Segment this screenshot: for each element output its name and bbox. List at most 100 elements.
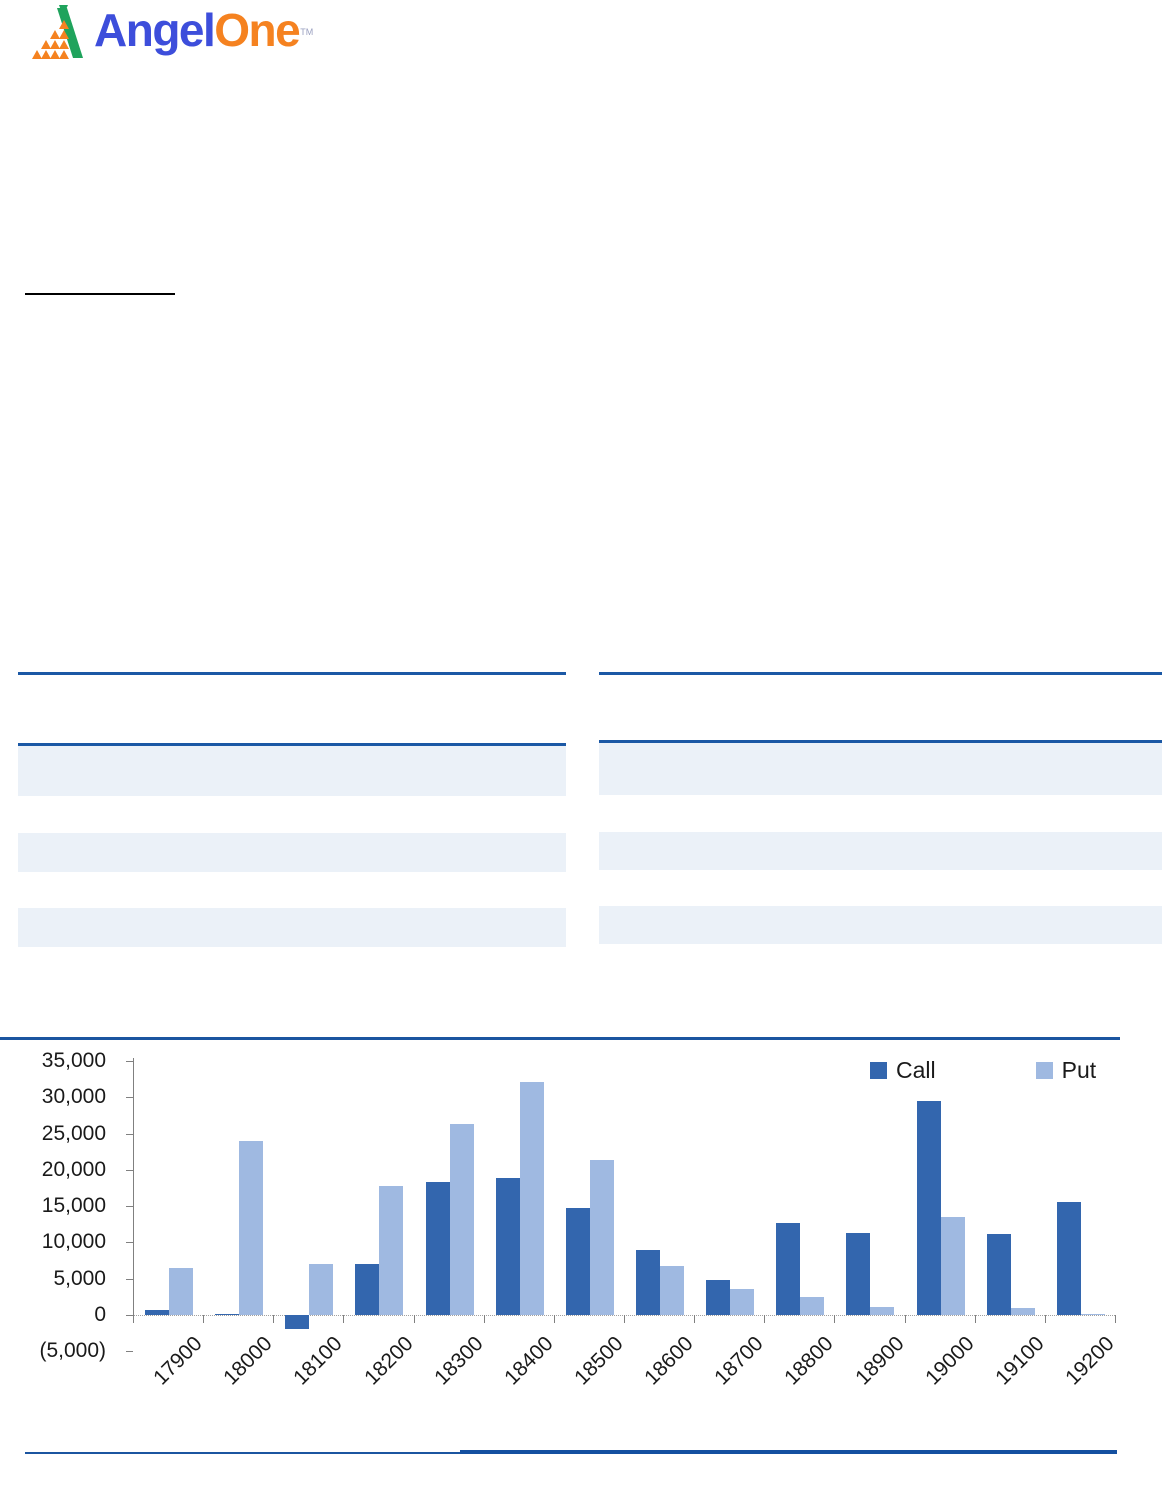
bar-call-19000 (917, 1100, 941, 1315)
bar-call-18100 (285, 1315, 309, 1329)
y-axis-tick-label: 30,000 (41, 1085, 106, 1109)
bar-call-18900 (846, 1232, 870, 1315)
y-axis-tick-mark (126, 1134, 133, 1135)
bar-call-18500 (566, 1208, 590, 1315)
bar-call-18700 (706, 1280, 730, 1315)
x-axis-tick-mark (905, 1315, 906, 1323)
bar-put-17900 (169, 1267, 193, 1315)
bar-put-18200 (379, 1185, 403, 1315)
bar-put-18800 (800, 1296, 824, 1315)
logo-trademark: TM (300, 27, 314, 37)
left-table-header-rule (18, 743, 566, 746)
y-axis-tick-label: 35,000 (41, 1048, 106, 1072)
x-axis-label-18000: 18000 (219, 1332, 277, 1390)
bar-call-19100 (987, 1233, 1011, 1315)
x-axis-label-18600: 18600 (640, 1332, 698, 1390)
x-axis-label-18800: 18800 (780, 1332, 839, 1390)
x-axis-tick-mark (1045, 1315, 1046, 1323)
y-axis-tick-label: 0 (94, 1303, 106, 1326)
y-axis-tick-mark (126, 1242, 133, 1243)
x-axis-tick-mark (273, 1315, 274, 1323)
x-axis-label-18100: 18100 (289, 1332, 348, 1390)
bar-call-18300 (426, 1182, 450, 1315)
right-table-row-shaded-3 (599, 906, 1162, 944)
y-axis-tick-label: 5,000 (53, 1266, 106, 1290)
angelone-logo-text: AngelOneTM (94, 4, 314, 56)
x-axis-label-19200: 19200 (1061, 1332, 1119, 1390)
legend-put-label: Put (1061, 1057, 1097, 1083)
bar-put-18000 (239, 1140, 263, 1315)
footer-rule-left (25, 1452, 460, 1454)
left-table-row-shaded-1 (18, 746, 566, 796)
x-axis-label-18400: 18400 (499, 1332, 558, 1390)
y-axis-tick-label: 10,000 (41, 1230, 106, 1254)
bar-call-18000 (215, 1313, 239, 1315)
angelone-logo: AngelOneTM (18, 4, 314, 60)
bar-put-18100 (309, 1264, 333, 1315)
x-axis-label-18300: 18300 (429, 1332, 488, 1390)
bar-call-18400 (496, 1177, 520, 1315)
y-axis-tick-mark (126, 1097, 133, 1098)
left-table-top-rule (18, 672, 566, 675)
right-table-row-shaded-2 (599, 832, 1162, 870)
footer-rule-right (460, 1450, 1117, 1454)
y-axis-tick-label: 15,000 (41, 1194, 106, 1218)
logo-text-one: One (214, 4, 300, 56)
angelone-logo-icon (32, 5, 83, 59)
y-axis-tick-label: (5,000) (39, 1339, 106, 1363)
logo-text-angel: Angel (94, 4, 216, 56)
bar-put-18600 (660, 1265, 684, 1315)
bar-call-17900 (145, 1309, 169, 1315)
y-axis-tick-mark (126, 1351, 133, 1352)
right-table-top-rule (599, 672, 1162, 675)
x-axis-tick-mark (484, 1315, 485, 1323)
x-axis-tick-mark (414, 1315, 415, 1323)
heading-underline (25, 293, 175, 295)
y-axis-tick-mark (126, 1206, 133, 1207)
chart-legend: Call Put (870, 1057, 1096, 1084)
y-axis-tick-label: 20,000 (41, 1157, 106, 1181)
x-axis-tick-mark (554, 1315, 555, 1323)
x-axis-tick-mark (343, 1315, 344, 1323)
y-axis-tick-mark (126, 1061, 133, 1062)
x-axis-tick-mark (203, 1315, 204, 1323)
x-axis-tick-mark (133, 1315, 134, 1323)
left-table-row-shaded-2 (18, 833, 566, 872)
bar-call-18200 (355, 1264, 379, 1315)
bar-call-19200 (1057, 1201, 1081, 1315)
bar-put-18300 (450, 1124, 474, 1315)
chart-section-top-rule (0, 1037, 1120, 1040)
x-axis-label-18700: 18700 (710, 1332, 768, 1390)
x-axis-label-18900: 18900 (850, 1332, 909, 1390)
bar-call-18800 (776, 1222, 800, 1315)
x-axis-tick-mark (764, 1315, 765, 1323)
bar-put-18400 (520, 1081, 544, 1315)
x-axis-label-19000: 19000 (920, 1332, 979, 1390)
left-table-row-shaded-3 (18, 908, 566, 947)
right-table-header-rule (599, 740, 1162, 743)
x-axis-label-18200: 18200 (359, 1332, 418, 1390)
bar-put-19000 (941, 1216, 965, 1315)
x-axis-tick-mark (624, 1315, 625, 1323)
bar-put-18500 (590, 1160, 614, 1315)
bar-put-18700 (730, 1288, 754, 1315)
bar-put-18900 (870, 1307, 894, 1315)
x-axis-label-17900: 17900 (149, 1332, 207, 1390)
y-axis-line (133, 1058, 134, 1323)
y-axis-tick-mark (126, 1170, 133, 1171)
legend-call-label: Call (896, 1057, 936, 1083)
x-axis-tick-mark (1115, 1315, 1116, 1323)
x-axis-label-19100: 19100 (990, 1332, 1049, 1390)
x-axis-tick-mark (834, 1315, 835, 1323)
y-axis-tick-mark (126, 1279, 133, 1280)
bar-call-18600 (636, 1249, 660, 1315)
x-axis-label-18500: 18500 (570, 1332, 628, 1390)
legend-call-swatch-icon (870, 1062, 887, 1079)
bar-put-19100 (1011, 1307, 1035, 1315)
bar-put-19200 (1081, 1313, 1105, 1315)
y-axis-tick-label: 25,000 (41, 1121, 106, 1145)
legend-put-swatch-icon (1035, 1062, 1053, 1079)
y-axis-tick-mark (126, 1315, 133, 1316)
x-axis-tick-mark (975, 1315, 976, 1323)
